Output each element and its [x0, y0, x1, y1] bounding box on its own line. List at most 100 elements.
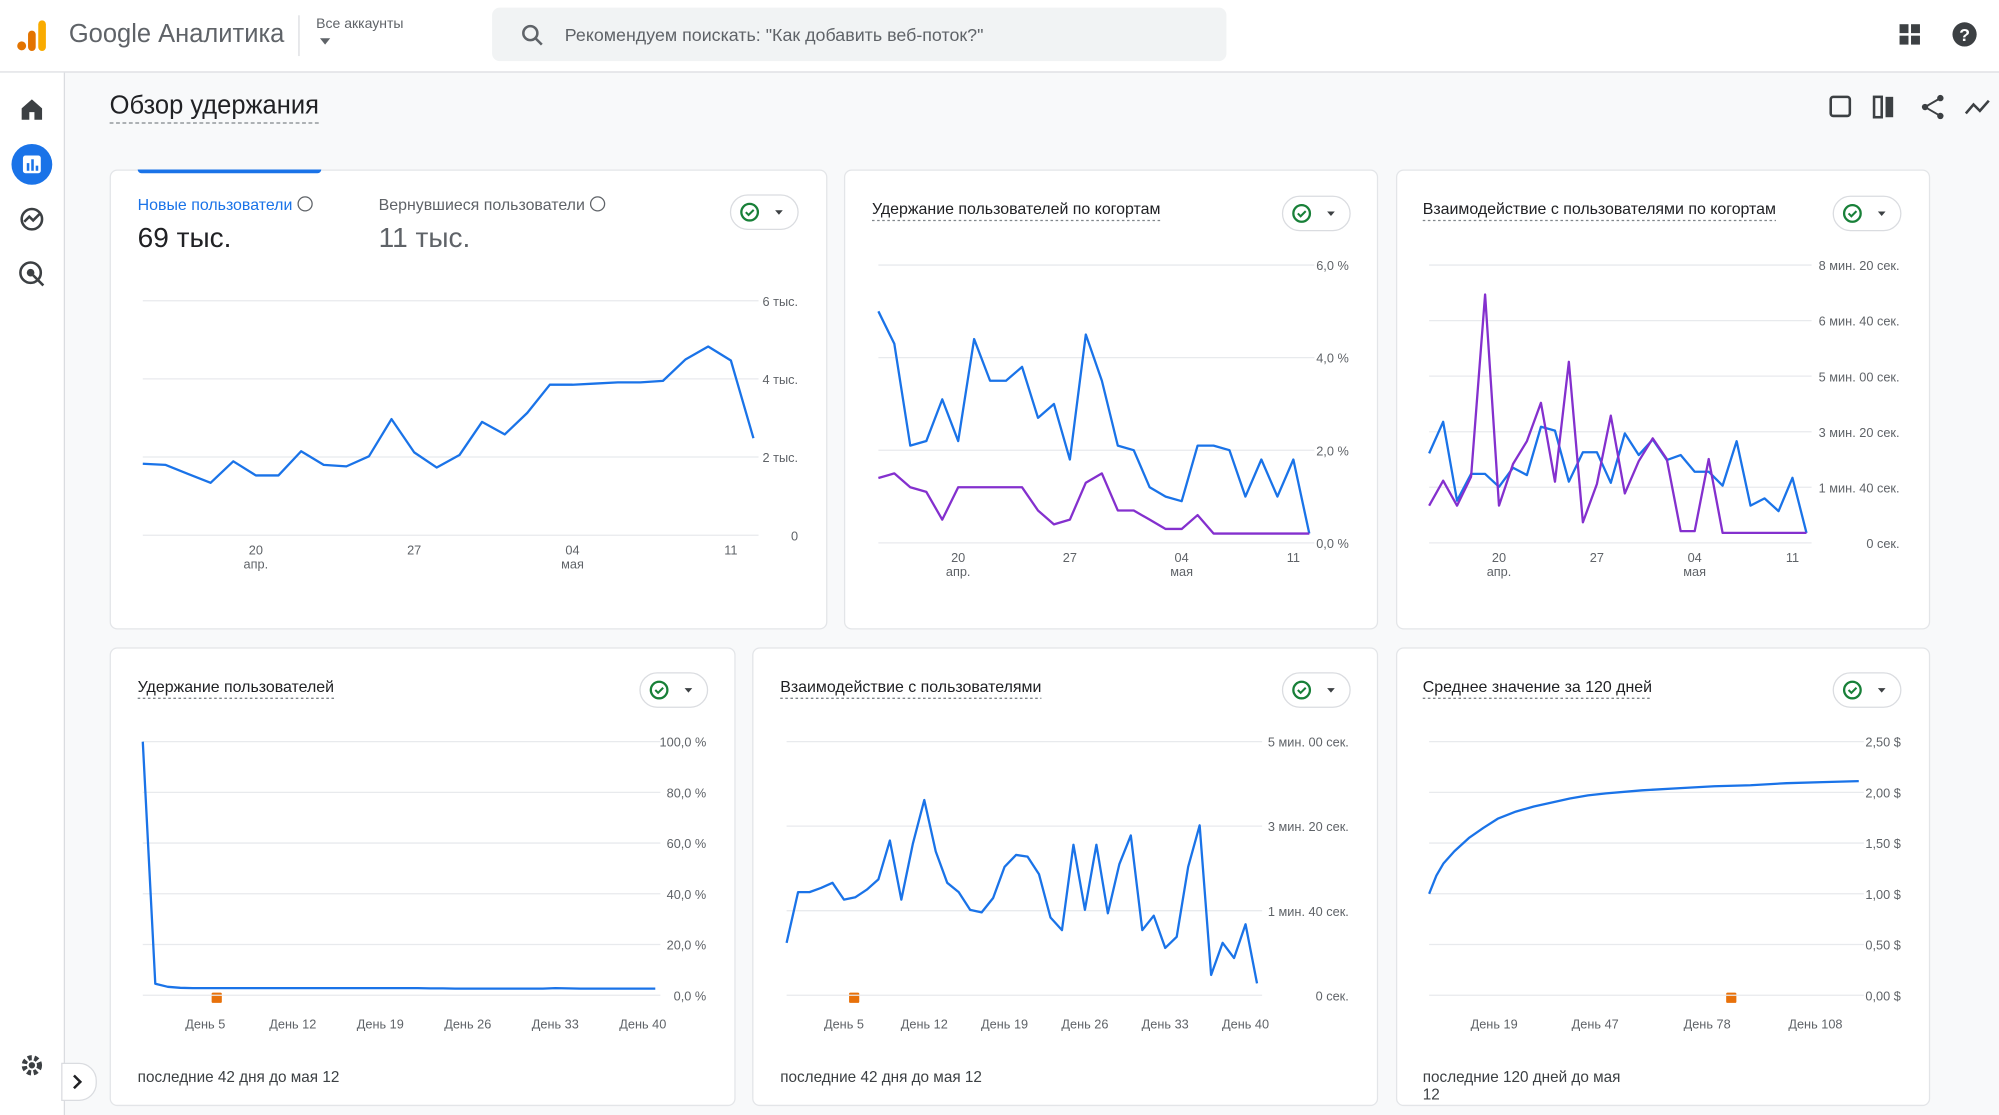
chart-title: Среднее значение за 120 дней — [1423, 679, 1652, 696]
x-tick-sublabel: апр. — [946, 564, 971, 579]
card — [109, 169, 828, 630]
y-tick-label: 1,50 $ — [1865, 836, 1900, 851]
search-placeholder: Рекомендуем поискать: "Как добавить веб-… — [564, 24, 984, 45]
x-tick-label: День 33 — [1142, 1016, 1189, 1031]
y-tick-label: 80,0 % — [667, 785, 707, 800]
x-tick-label: День 78 — [1684, 1016, 1731, 1031]
x-tick-label: 27 — [407, 542, 421, 557]
chart-title: Удержание пользователей по когортам — [872, 201, 1160, 218]
home-icon[interactable] — [18, 96, 46, 124]
y-tick-label: 20,0 % — [667, 938, 707, 953]
x-tick-label: 27 — [1063, 550, 1077, 565]
x-tick-label: День 108 — [1788, 1016, 1842, 1031]
dropdown-caret — [1877, 688, 1886, 693]
x-tick-label: День 19 — [357, 1016, 404, 1031]
x-tick-sublabel: мая — [1683, 564, 1706, 579]
y-tick-label: 1 мин. 40 сек. — [1819, 480, 1900, 495]
y-tick-label: 6,0 % — [1316, 258, 1349, 273]
check-icon — [1292, 204, 1312, 223]
settings-icon[interactable] — [18, 1051, 46, 1079]
check-icon — [1292, 680, 1312, 700]
metric-value: 11 тыс. — [379, 222, 471, 253]
compare-icon[interactable] — [1872, 95, 1894, 119]
y-tick-label: 0 — [791, 528, 798, 543]
annotation-marker — [1726, 992, 1737, 1003]
y-tick-label: 3 мин. 20 сек. — [1268, 819, 1349, 834]
search-icon — [522, 24, 543, 46]
x-tick-label: 04 — [1688, 550, 1702, 565]
check-mark — [745, 209, 755, 217]
chart-title: Взаимодействие с пользователями по когор… — [1423, 201, 1776, 218]
chart-title: Удержание пользователей — [138, 679, 334, 696]
y-tick-label: 2,50 $ — [1865, 735, 1900, 750]
x-tick-label: 11 — [1786, 550, 1799, 565]
x-tick-sublabel: апр. — [1487, 564, 1512, 579]
x-tick-sublabel: мая — [1170, 564, 1193, 579]
y-tick-label: 0,50 $ — [1865, 938, 1900, 953]
card — [1395, 169, 1931, 630]
check-icon — [649, 680, 669, 700]
annotation-marker — [849, 992, 860, 1003]
dropdown-caret — [775, 210, 783, 215]
caret — [319, 38, 331, 45]
x-tick-label: День 19 — [1471, 1016, 1518, 1031]
advertising-icon[interactable] — [18, 260, 46, 288]
line-series — [141, 741, 656, 990]
sidebar — [0, 72, 66, 1115]
x-tick-label: День 40 — [1222, 1016, 1269, 1031]
dropdown-caret — [1327, 211, 1335, 216]
line-series — [142, 345, 755, 484]
edit-icon[interactable] — [1829, 95, 1852, 118]
y-tick-label: 5 мин. 00 сек. — [1819, 369, 1900, 384]
account-selector[interactable]: Все аккаунты — [316, 16, 404, 32]
line-series — [1428, 779, 1859, 895]
share-icon[interactable] — [1921, 94, 1944, 120]
y-tick-label: 1 мин. 40 сек. — [1268, 904, 1349, 919]
y-tick-label: 0,0 % — [674, 988, 707, 1003]
x-tick-label: 20 — [249, 542, 263, 557]
chart-title: Взаимодействие с пользователями — [780, 679, 1041, 696]
chevron — [73, 1074, 83, 1090]
reports-icon[interactable] — [10, 143, 53, 186]
line-series — [878, 472, 1310, 535]
help-icon[interactable]: ? — [1952, 22, 1980, 50]
y-tick-label: 0,0 % — [1316, 536, 1349, 551]
product-name: Google Аналитика — [68, 20, 285, 49]
footnote: последние 120 дней до мая 12 — [1422, 1067, 1621, 1104]
help-icon — [589, 196, 606, 212]
svg-text:?: ? — [1959, 25, 1970, 45]
y-tick-label: 2,00 $ — [1865, 785, 1900, 800]
annotation-marker — [211, 992, 222, 1003]
y-tick-label: 0 сек. — [1866, 536, 1899, 551]
search-box[interactable]: Рекомендуем поискать: "Как добавить веб-… — [492, 7, 1227, 62]
page-title: Обзор удержания — [109, 92, 319, 124]
top-bar: Google Аналитика Все аккаунты Рекомендуе… — [0, 0, 1999, 73]
active-tab — [137, 169, 322, 174]
card — [109, 647, 736, 1107]
y-tick-label: 60,0 % — [667, 836, 707, 851]
expand-button[interactable] — [61, 1062, 97, 1101]
footnote: последние 42 дня до мая 12 — [780, 1067, 982, 1086]
check-mark — [1297, 687, 1307, 695]
y-tick-label: 2 тыс. — [763, 450, 799, 465]
y-tick-label: 0 сек. — [1316, 988, 1349, 1003]
x-tick-label: День 47 — [1572, 1016, 1619, 1031]
x-tick-label: 04 — [1175, 550, 1189, 565]
apps-icon[interactable] — [1898, 23, 1923, 48]
explore-icon[interactable] — [18, 205, 46, 233]
x-tick-label: 11 — [724, 542, 737, 557]
y-tick-label: 6 тыс. — [763, 294, 799, 309]
y-tick-label: 6 мин. 40 сек. — [1819, 314, 1900, 329]
metric-label: Новые пользователи — [138, 197, 293, 214]
x-tick-label: День 26 — [1061, 1016, 1108, 1031]
footnote: последние 42 дня до мая 12 — [137, 1067, 340, 1086]
help-icon — [297, 196, 313, 212]
x-tick-label: День 12 — [901, 1016, 948, 1031]
dropdown-caret — [684, 688, 693, 693]
y-tick-label: 8 мин. 20 сек. — [1819, 258, 1900, 273]
x-tick-label: 20 — [951, 550, 965, 565]
y-tick-label: 3 мин. 20 сек. — [1819, 425, 1900, 440]
x-tick-label: 27 — [1590, 550, 1604, 565]
insights-icon[interactable] — [1964, 99, 1990, 115]
